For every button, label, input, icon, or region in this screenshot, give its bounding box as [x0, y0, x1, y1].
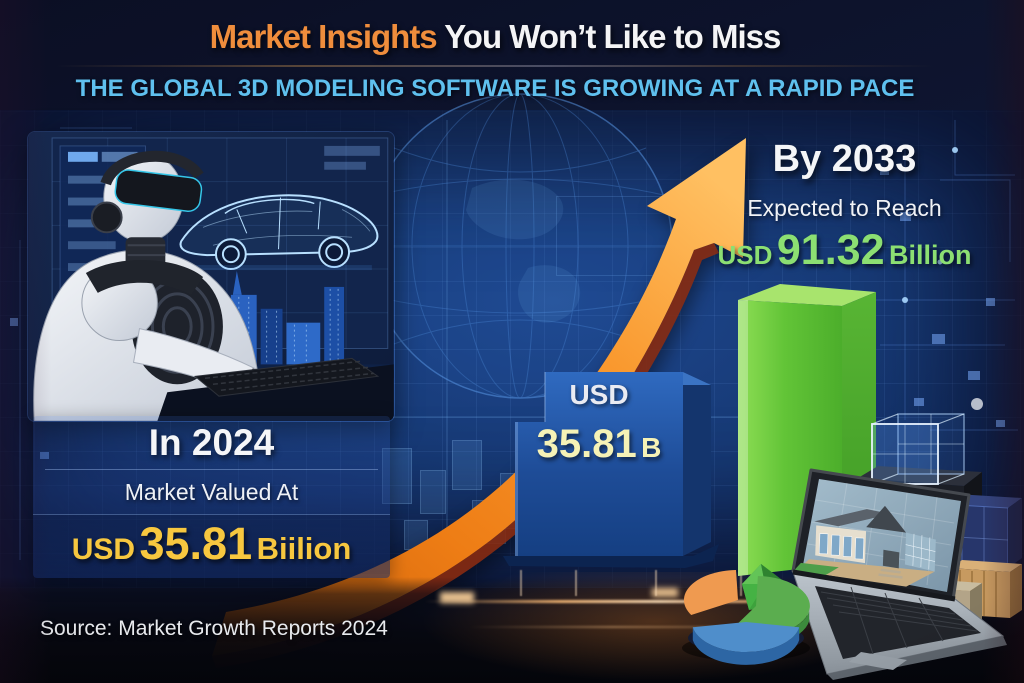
value-2024: 35.81	[139, 518, 253, 569]
market-valued-label: Market Valued At	[124, 479, 299, 505]
unit-2033: Billion	[888, 240, 972, 270]
title-rest: You Won’t Like to Miss	[436, 18, 781, 55]
bar-2024-currency: USD	[569, 379, 629, 410]
bar-2024-value: 35.81 B	[536, 422, 662, 466]
market-value-2024: USD 35.81 Biilion	[33, 514, 390, 574]
pie-slice-orange	[683, 570, 738, 615]
subtitle: THE GLOBAL 3D MODELING SOFTWARE IS GROWI…	[75, 75, 915, 102]
title-divider	[55, 65, 935, 67]
page-title: Market Insights You Won’t Like to Miss	[0, 18, 990, 56]
market-value-2033: USD 91.32 Billion	[702, 226, 987, 275]
pie-chart-icon	[682, 570, 810, 665]
panel-2033: By 2033 Expected to Reach USD 91.32 Bill…	[702, 138, 987, 275]
title-highlight: Market Insights	[209, 18, 438, 55]
expected-label: Expected to Reach	[747, 195, 942, 221]
robot-workstation-illustration	[27, 131, 395, 422]
panel-2024: In 2024 Market Valued At USD 35.81 Biili…	[33, 416, 390, 578]
source-attribution: Source: Market Growth Reports 2024	[40, 617, 388, 640]
currency-2024: USD	[71, 533, 136, 566]
panel-divider	[45, 469, 378, 470]
year-2033-label: By 2033	[772, 138, 917, 180]
unit-2024: Biilion	[256, 531, 352, 566]
currency-2033: USD	[717, 240, 773, 270]
header: Market Insights You Won’t Like to Miss T…	[0, 18, 990, 103]
year-2024-label: In 2024	[148, 422, 275, 463]
value-2033: 91.32	[776, 226, 885, 274]
